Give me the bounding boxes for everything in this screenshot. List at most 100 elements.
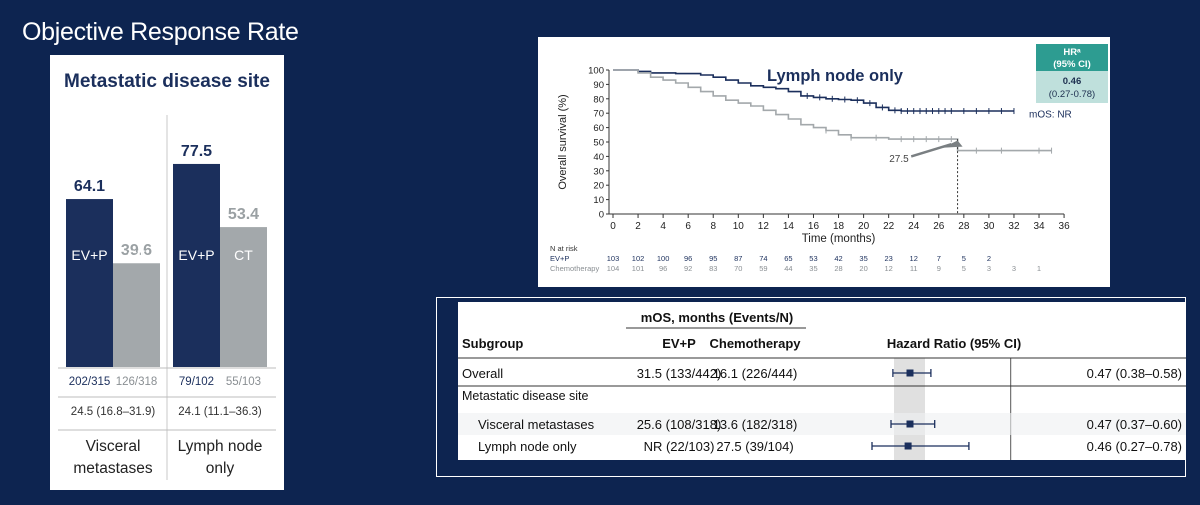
km-y-tick-label: 50: [593, 138, 604, 149]
km-y-tick-label: 30: [593, 166, 604, 177]
orr-arm-label: CT: [234, 247, 253, 263]
km-hr-header-box: [1036, 44, 1108, 71]
km-n-at-risk-value: 96: [684, 254, 692, 263]
km-n-at-risk-value: 42: [834, 254, 842, 263]
km-n-at-risk-value: 3: [1012, 264, 1016, 273]
forest-hr-text: 0.47 (0.37–0.60): [1087, 417, 1182, 432]
km-x-tick-label: 36: [1059, 221, 1071, 232]
orr-bar: [66, 199, 113, 367]
km-y-tick-label: 40: [593, 152, 604, 163]
km-x-tick-label: 6: [685, 221, 691, 232]
km-n-at-risk-value: 87: [734, 254, 742, 263]
km-y-tick-label: 100: [588, 66, 604, 77]
orr-arm-label: EV+P: [71, 247, 107, 263]
forest-hr-text: 0.47 (0.38–0.58): [1087, 366, 1182, 381]
orr-panel: Metastatic disease site 64.1 EV+P 202/315 39…: [50, 55, 284, 490]
orr-arm-label: EV+P: [178, 247, 214, 263]
km-mos-label: mOS: NR: [1029, 110, 1072, 121]
km-x-tick-label: 12: [758, 221, 770, 232]
forest-chemo-value: 16.1 (226/444): [713, 366, 798, 381]
forest-evp-value: 25.6 (108/318): [637, 417, 722, 432]
orr-dor: 24.5 (16.8–31.9): [71, 406, 156, 418]
km-x-tick-label: 10: [733, 221, 745, 232]
forest-point: [906, 369, 914, 377]
km-x-tick-label: 28: [958, 221, 970, 232]
km-curve: [613, 69, 1014, 112]
km-x-tick-label: 22: [883, 221, 895, 232]
km-n-at-risk-value: 20: [859, 264, 867, 273]
orr-bar: [173, 163, 220, 367]
km-n-at-risk-value: 102: [632, 254, 645, 263]
km-n-at-risk-value: 28: [834, 264, 842, 273]
km-y-tick-label: 80: [593, 94, 604, 105]
km-x-tick-label: 16: [808, 221, 820, 232]
forest-section-label: Metastatic disease site: [462, 389, 588, 403]
km-x-tick-label: 18: [833, 221, 845, 232]
km-n-at-risk-value: 9: [937, 264, 941, 273]
forest-subgroup-label: Overall: [462, 366, 503, 381]
orr-arm-label: CT: [127, 247, 146, 263]
km-n-at-risk-value: 92: [684, 264, 692, 273]
orr-dor: 24.1 (11.1–36.3): [178, 406, 262, 418]
km-x-tick-label: 34: [1033, 221, 1045, 232]
km-median-arrow: [910, 142, 952, 158]
km-n-at-risk-value: 70: [734, 264, 742, 273]
km-x-tick-label: 0: [610, 221, 616, 232]
orr-responders: 202/315: [69, 376, 111, 388]
km-n-at-risk-value: 5: [962, 254, 966, 263]
km-n-at-risk-value: 100: [657, 254, 670, 263]
km-x-tick-label: 4: [660, 221, 666, 232]
km-n-at-risk-row-label: Chemotherapy: [550, 264, 599, 273]
km-n-at-risk-value: 59: [759, 264, 767, 273]
km-n-at-risk-value: 2: [987, 254, 991, 263]
km-hr-header-ci: (95% CI): [1053, 59, 1090, 70]
km-n-at-risk-value: 35: [859, 254, 867, 263]
km-hr-header: HRᵃ: [1063, 47, 1081, 58]
km-x-tick-label: 2: [635, 221, 641, 232]
forest-hr-text: 0.46 (0.27–0.78): [1087, 439, 1182, 454]
orr-bar: [220, 227, 267, 367]
km-n-at-risk-value: 104: [607, 264, 620, 273]
forest-point: [904, 442, 912, 450]
km-n-at-risk-value: 12: [910, 254, 918, 263]
km-n-at-risk-value: 74: [759, 254, 767, 263]
forest-col-chemo: Chemotherapy: [709, 336, 801, 351]
forest-subgroup-label: Lymph node only: [478, 439, 577, 454]
orr-value-label: 77.5: [181, 143, 212, 160]
km-x-tick-label: 14: [783, 221, 795, 232]
km-n-at-risk-value: 35: [809, 264, 817, 273]
km-y-tick-label: 70: [593, 109, 604, 120]
km-x-tick-label: 8: [710, 221, 716, 232]
forest-point: [906, 420, 914, 428]
km-n-at-risk-value: 5: [962, 264, 966, 273]
km-n-at-risk-value: 103: [607, 254, 620, 263]
km-y-tick-label: 0: [599, 210, 604, 221]
km-panel: 0 10 20 30 40 50 60 70 80 90 100 0 2 4 6 8 10 12 14 16 18 20 2…: [538, 37, 1110, 287]
forest-evp-value: 31.5 (133/442): [637, 366, 722, 381]
km-n-at-risk-value: 11: [910, 264, 918, 273]
km-y-tick-label: 60: [593, 123, 604, 134]
orr-panel-title: Metastatic disease site: [64, 71, 270, 92]
forest-chemo-value: 13.6 (182/318): [713, 417, 798, 432]
forest-col-subgroup: Subgroup: [462, 336, 523, 351]
km-n-at-risk-value: 83: [709, 264, 717, 273]
km-x-tick-label: 24: [908, 221, 920, 232]
km-n-at-risk-value: 101: [632, 264, 645, 273]
km-y-tick-label: 90: [593, 80, 604, 91]
orr-group-label: Visceral: [86, 438, 141, 455]
km-title: Lymph node only: [767, 67, 904, 85]
orr-group-label: Lymph node: [178, 438, 263, 455]
orr-value-label: 39.6: [121, 242, 152, 259]
km-x-axis-label: Time (months): [802, 233, 876, 245]
km-n-at-risk-value: 12: [884, 264, 892, 273]
forest-plot: mOS, months (Events/N) Subgroup EV+P Chemot…: [458, 310, 1186, 460]
forest-panel: mOS, months (Events/N) Subgroup EV+P Chemot…: [458, 302, 1186, 460]
km-n-at-risk-title: N at risk: [550, 244, 578, 253]
forest-col-evp: EV+P: [662, 336, 696, 351]
orr-responders: 79/102: [179, 376, 214, 388]
km-y-axis-label: Overall survival (%): [557, 94, 569, 189]
km-hr-value-box: [1036, 71, 1108, 103]
km-n-at-risk-value: 95: [709, 254, 717, 263]
km-n-at-risk-value: 3: [987, 264, 991, 273]
orr-responders: 126/318: [116, 376, 158, 388]
